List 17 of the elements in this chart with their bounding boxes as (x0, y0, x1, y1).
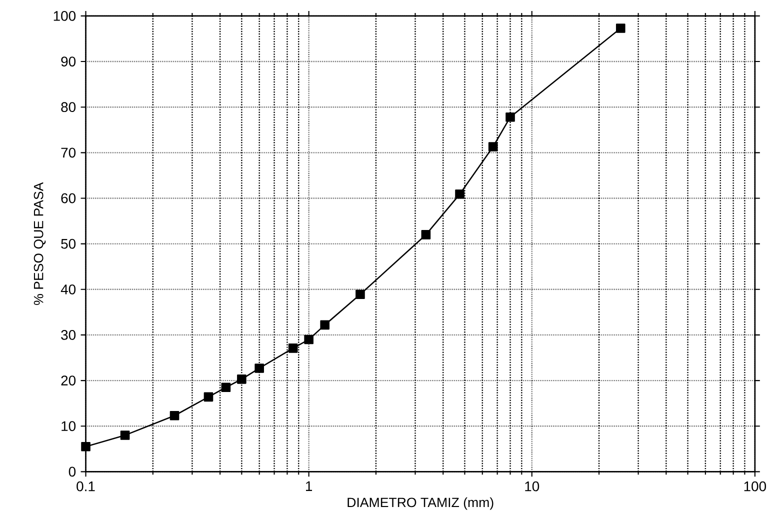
y-axis-title: % PESO QUE PASA (34, 182, 46, 306)
y-tick-label: 60 (61, 194, 76, 204)
y-tick-label: 0 (68, 466, 76, 477)
y-tick-label: 100 (54, 11, 76, 22)
y-tick-label: 90 (61, 56, 76, 67)
y-tick-label: 40 (60, 284, 76, 295)
y-tick-label: 50 (61, 239, 76, 250)
y-tick-label: 20 (61, 376, 76, 386)
y-tick-label: 70 (61, 148, 76, 158)
x-tick-label: 10 (525, 482, 540, 492)
x-tick-label: 100 (744, 482, 766, 492)
x-tick-label: 1 (306, 482, 312, 492)
x-tick-label: 0.1 (76, 482, 95, 492)
y-tick-label: 10 (62, 421, 76, 432)
y-tick-label: 80 (61, 102, 76, 112)
x-axis-title: DIAMETRO TAMIZ (mm) (348, 498, 494, 510)
y-tick-label: 30 (61, 330, 76, 340)
